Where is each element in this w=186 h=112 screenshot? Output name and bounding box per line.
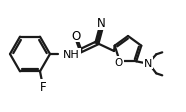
Text: O: O [71, 29, 81, 42]
Text: NH: NH [63, 50, 80, 59]
Text: O: O [115, 58, 123, 68]
Text: F: F [40, 80, 46, 93]
Text: N: N [144, 59, 152, 69]
Text: N: N [97, 17, 105, 30]
